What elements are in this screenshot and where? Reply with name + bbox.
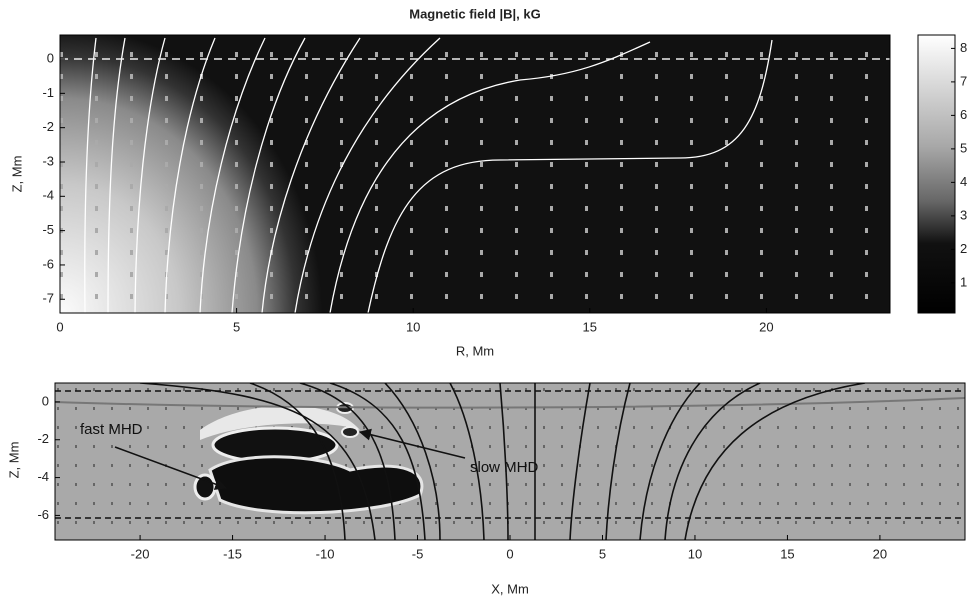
y-tick-label: -4 — [37, 469, 49, 484]
x-tick-label: 10 — [688, 546, 702, 561]
x-tick-label: -20 — [131, 546, 150, 561]
colorbar-tick-label: 3 — [960, 207, 967, 222]
colorbar — [918, 35, 955, 313]
annotation: slow MHD — [470, 459, 539, 476]
figure: Magnetic field |B|, kG 051015 — [0, 0, 973, 599]
y-tick-label: -6 — [42, 256, 54, 271]
y-axis-label: Z, Mm — [9, 156, 24, 193]
colorbar-tick-label: 6 — [960, 107, 967, 122]
y-tick-label: -2 — [42, 119, 54, 134]
x-tick-label: -5 — [412, 546, 424, 561]
y-tick-label: 0 — [42, 393, 49, 408]
y-tick-label: 0 — [47, 50, 54, 65]
colorbar-tick-label: 8 — [960, 40, 967, 55]
x-tick-label: 20 — [759, 319, 773, 334]
y-tick-label: -7 — [42, 291, 54, 306]
y-tick-label: -3 — [42, 153, 54, 168]
y-tick-label: -1 — [42, 85, 54, 100]
heatmap-top — [60, 35, 890, 313]
y-tick-label: -5 — [42, 222, 54, 237]
x-tick-label: 10 — [406, 319, 420, 334]
x-tick-label: 0 — [506, 546, 513, 561]
x-axis-label: X, Mm — [491, 581, 529, 596]
annotation: fast MHD — [80, 421, 143, 438]
colorbar-tick-label: 1 — [960, 274, 967, 289]
x-tick-label: -10 — [316, 546, 335, 561]
colorbar-tick-label: 7 — [960, 73, 967, 88]
x-tick-label: 5 — [599, 546, 606, 561]
y-tick-label: -2 — [37, 431, 49, 446]
chart-title: Magnetic field |B|, kG — [409, 6, 541, 21]
x-tick-label: 15 — [780, 546, 794, 561]
x-tick-label: 20 — [873, 546, 887, 561]
y-axis-label: Z, Mm — [6, 442, 21, 479]
y-tick-label: -6 — [37, 507, 49, 522]
colorbar-tick-label: 4 — [960, 174, 967, 189]
x-tick-label: 0 — [56, 319, 63, 334]
x-tick-label: -15 — [223, 546, 242, 561]
x-tick-label: 15 — [583, 319, 597, 334]
colorbar-tick-label: 2 — [960, 241, 967, 256]
colorbar-tick-label: 5 — [960, 140, 967, 155]
x-tick-label: 5 — [233, 319, 240, 334]
x-axis-label: R, Mm — [456, 343, 494, 358]
y-tick-label: -4 — [42, 188, 54, 203]
